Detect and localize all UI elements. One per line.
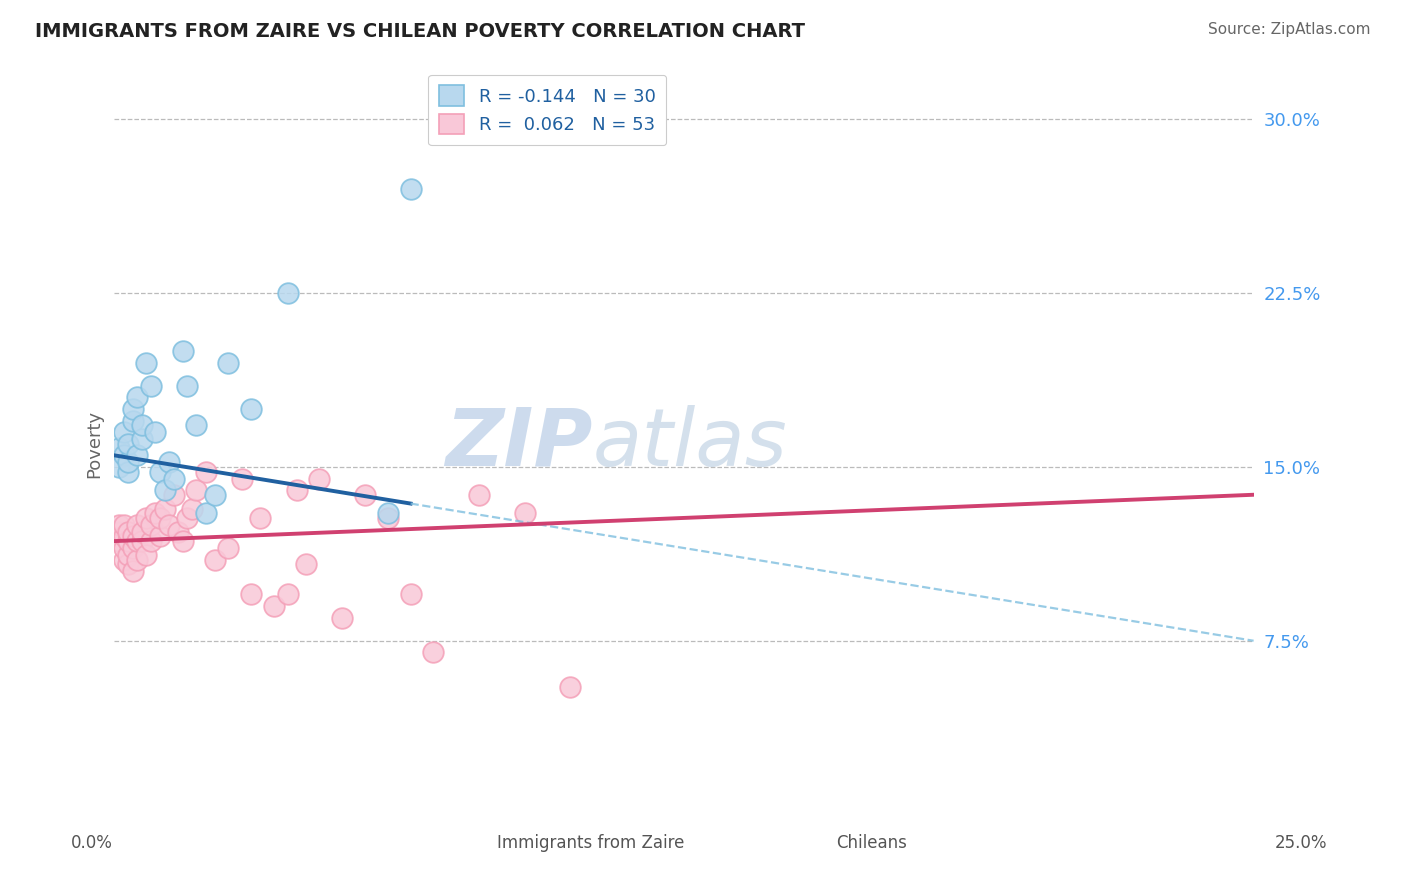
Point [308, 471, 330, 485]
Point [176, 511, 198, 525]
Point [149, 529, 172, 543]
Point [121, 529, 143, 543]
Point [121, 541, 143, 555]
Legend: R = -0.144   N = 30, R =  0.062   N = 53: R = -0.144 N = 30, R = 0.062 N = 53 [429, 75, 666, 145]
Point [117, 455, 139, 469]
Point [131, 432, 153, 446]
Point [285, 483, 308, 497]
Point [186, 418, 208, 433]
Point [117, 558, 139, 572]
Point [112, 448, 135, 462]
Point [145, 506, 167, 520]
Point [149, 511, 172, 525]
Point [112, 529, 135, 543]
Text: IMMIGRANTS FROM ZAIRE VS CHILEAN POVERTY CORRELATION CHART: IMMIGRANTS FROM ZAIRE VS CHILEAN POVERTY… [35, 22, 806, 41]
Text: atlas: atlas [593, 405, 787, 483]
Point [294, 558, 316, 572]
Point [108, 442, 131, 456]
Point [135, 356, 157, 370]
Text: 0.0%: 0.0% [70, 834, 112, 852]
Point [112, 517, 135, 532]
Point [139, 379, 162, 393]
Text: Chileans: Chileans [837, 834, 907, 852]
Point [135, 511, 157, 525]
Point [117, 534, 139, 549]
Point [217, 356, 239, 370]
Point [249, 511, 271, 525]
Point [121, 402, 143, 417]
Point [399, 182, 422, 196]
Point [131, 418, 153, 433]
Point [186, 483, 208, 497]
Point [127, 517, 149, 532]
Text: 25.0%: 25.0% [1274, 834, 1327, 852]
Point [172, 534, 194, 549]
Text: Immigrants from Zaire: Immigrants from Zaire [496, 834, 685, 852]
Point [121, 414, 143, 428]
Point [112, 425, 135, 440]
Point [127, 448, 149, 462]
Point [204, 488, 226, 502]
Point [157, 517, 180, 532]
Point [558, 680, 581, 694]
Point [377, 511, 399, 525]
Point [139, 517, 162, 532]
Point [153, 501, 176, 516]
Point [157, 455, 180, 469]
Point [131, 534, 153, 549]
Point [139, 534, 162, 549]
Point [127, 552, 149, 566]
Point [163, 488, 186, 502]
Point [277, 587, 299, 601]
Point [194, 506, 217, 520]
Point [468, 488, 491, 502]
Point [153, 483, 176, 497]
Point [263, 599, 285, 613]
Point [240, 587, 263, 601]
Point [108, 517, 131, 532]
Point [117, 524, 139, 539]
Point [117, 465, 139, 479]
Point [108, 534, 131, 549]
Point [422, 645, 444, 659]
Point [330, 610, 353, 624]
Point [194, 465, 217, 479]
Point [399, 587, 422, 601]
Point [172, 344, 194, 359]
Text: ZIP: ZIP [446, 405, 593, 483]
Point [127, 391, 149, 405]
Point [145, 425, 167, 440]
Point [231, 471, 253, 485]
Point [117, 436, 139, 450]
Y-axis label: Poverty: Poverty [86, 409, 103, 478]
Point [354, 488, 377, 502]
Point [180, 501, 202, 516]
Point [167, 524, 190, 539]
Point [121, 564, 143, 578]
Point [176, 379, 198, 393]
Point [112, 552, 135, 566]
Point [163, 471, 186, 485]
Point [131, 524, 153, 539]
Text: Source: ZipAtlas.com: Source: ZipAtlas.com [1208, 22, 1371, 37]
Point [127, 534, 149, 549]
Point [149, 465, 172, 479]
Point [135, 548, 157, 562]
Point [204, 552, 226, 566]
Point [108, 459, 131, 474]
Point [217, 541, 239, 555]
Point [513, 506, 536, 520]
Point [377, 506, 399, 520]
Point [240, 402, 263, 417]
Point [108, 524, 131, 539]
Point [117, 548, 139, 562]
Point [277, 286, 299, 301]
Point [112, 541, 135, 555]
